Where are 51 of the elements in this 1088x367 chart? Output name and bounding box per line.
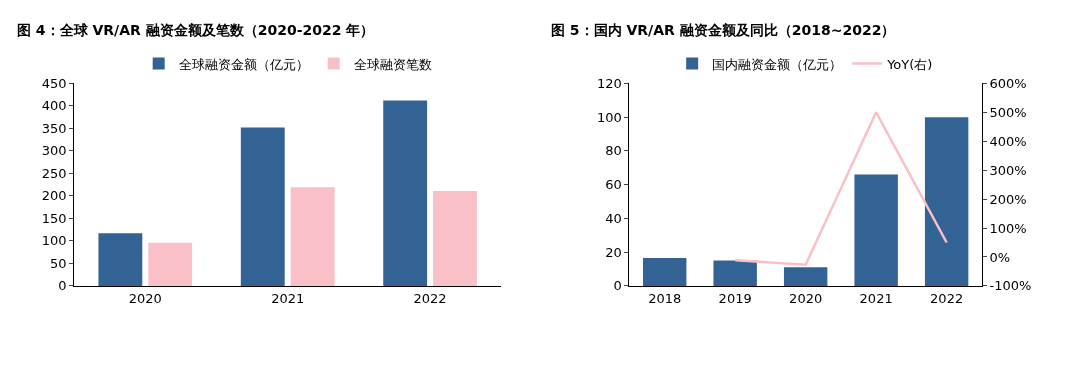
bar <box>924 117 969 286</box>
y-tick-label: 300 <box>41 143 67 159</box>
y2-tick-label: 500% <box>989 104 1027 120</box>
y-tick-label: 0 <box>58 278 67 294</box>
y-tick-label: 100 <box>597 109 622 125</box>
y2-tick-label: 100% <box>989 220 1027 236</box>
y2-tick-label: 400% <box>989 133 1027 149</box>
y-tick-label: 100 <box>41 233 67 249</box>
y-tick-label: 20 <box>605 244 622 260</box>
bar <box>98 233 143 286</box>
bar <box>290 187 335 286</box>
legend-label: 国内融资金额（亿元） <box>712 56 843 72</box>
chart-title: 图 4：全球 VR/AR 融资金额及笔数（2020-2022 年） <box>17 22 375 38</box>
y-tick-label: 150 <box>41 210 67 226</box>
bar <box>642 258 687 286</box>
y-tick-label: 50 <box>49 255 67 271</box>
chart-title: 图 5：国内 VR/AR 融资金额及同比（2018~2022） <box>551 22 896 38</box>
y2-tick-label: -100% <box>989 278 1032 294</box>
bar <box>433 190 477 286</box>
y-tick-label: 0 <box>613 278 622 294</box>
y-tick-label: 40 <box>605 210 622 226</box>
x-tick-label: 2018 <box>648 290 682 306</box>
y2-tick-label: 600% <box>989 75 1027 91</box>
y2-tick-label: 200% <box>989 191 1027 207</box>
y-tick-label: 60 <box>605 177 622 193</box>
y2-tick-label: 300% <box>989 162 1027 178</box>
bar <box>148 242 193 286</box>
bar <box>713 260 757 286</box>
x-tick-label: 2020 <box>789 290 823 306</box>
bar <box>783 267 828 286</box>
legend-label: YoY(右) <box>886 56 933 72</box>
bar <box>383 100 428 286</box>
x-tick-label: 2022 <box>413 290 447 306</box>
x-tick-label: 2019 <box>718 290 752 306</box>
y-tick-label: 80 <box>605 143 622 159</box>
bar <box>240 127 285 286</box>
y-tick-label: 400 <box>41 98 67 114</box>
bar <box>854 174 898 286</box>
y-tick-label: 450 <box>41 75 67 91</box>
x-tick-label: 2021 <box>271 290 305 306</box>
x-tick-label: 2020 <box>128 290 162 306</box>
x-tick-label: 2022 <box>930 290 964 306</box>
y-tick-label: 250 <box>41 165 67 181</box>
y-tick-label: 120 <box>597 75 622 91</box>
line-series <box>733 111 948 267</box>
y-tick-label: 200 <box>41 188 67 204</box>
legend-label: 全球融资笔数 <box>353 56 432 72</box>
y2-tick-label: 0% <box>989 249 1011 265</box>
x-tick-label: 2021 <box>859 290 893 306</box>
y-tick-label: 350 <box>41 120 67 136</box>
legend-label: 全球融资金额（亿元） <box>178 56 309 72</box>
